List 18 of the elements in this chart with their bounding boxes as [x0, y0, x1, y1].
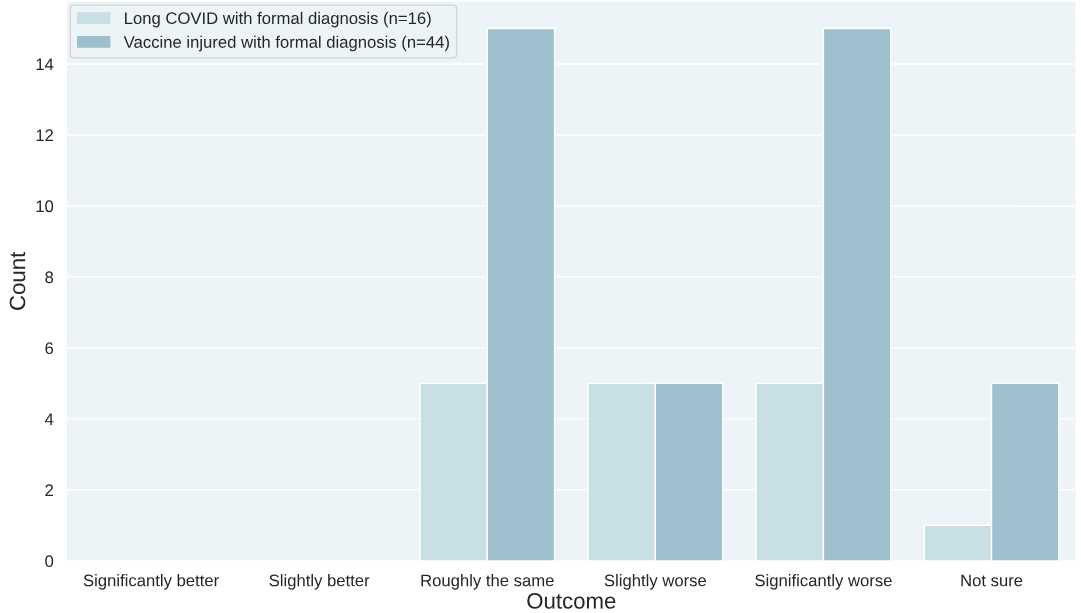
y-tick-label: 14 [36, 58, 54, 70]
x-axis-title: Outcome [527, 592, 616, 609]
y-tick-label: 2 [45, 484, 53, 496]
legend-label: Long COVID with formal diagnosis (n=16) [125, 11, 431, 28]
y-tick-label: 6 [45, 342, 54, 355]
y-tick-label: 10 [36, 200, 54, 213]
x-tick-label: Slightly worse [604, 574, 707, 590]
x-tick-label: Slightly better [269, 574, 370, 590]
y-tick-label: 12 [36, 129, 53, 141]
x-tick-label: Not sure [961, 574, 1023, 587]
y-axis-title: Count [9, 251, 26, 310]
y-tick-label: 4 [44, 413, 54, 425]
legend-label: Vaccine injured with formal diagnosis (n=44) [123, 35, 449, 52]
y-tick-label: 0 [45, 555, 54, 568]
x-tick-label: Roughly the same [421, 574, 554, 590]
y-tick-label: 8 [45, 271, 54, 284]
x-tick-label: Significantly worse [755, 574, 892, 590]
x-tick-label: Significantly better [83, 574, 219, 590]
